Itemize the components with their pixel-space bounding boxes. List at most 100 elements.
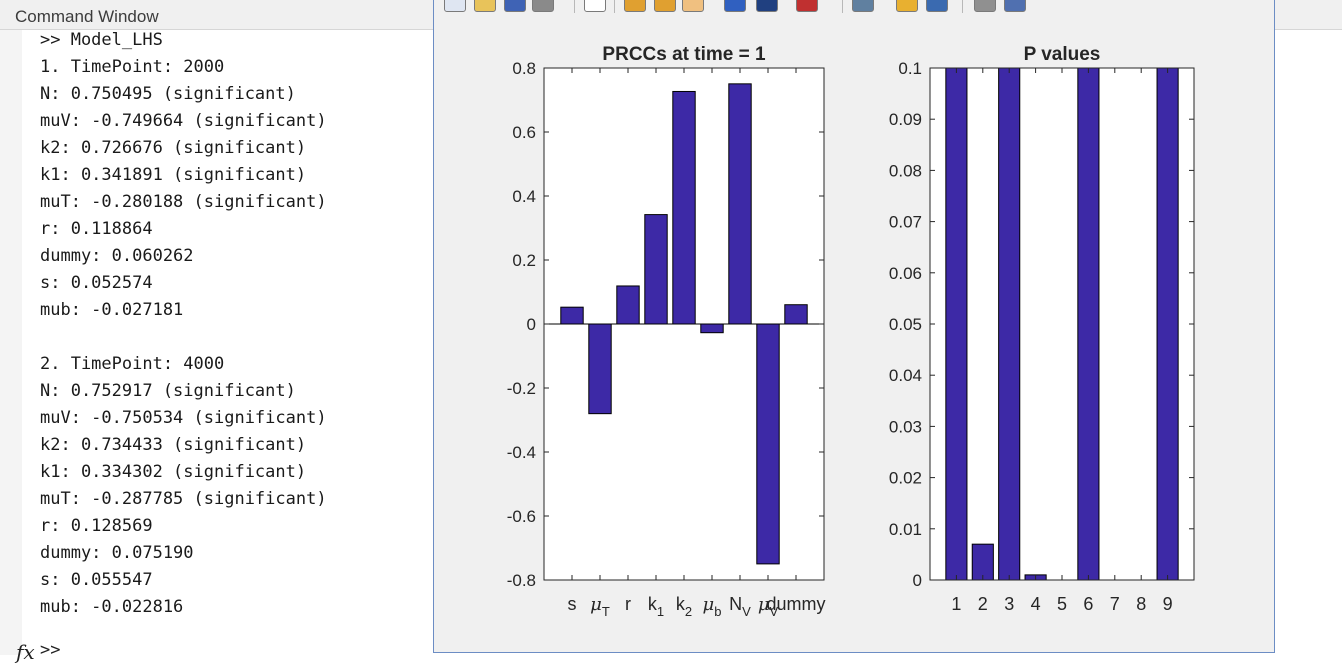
y-tick-label: 0.09: [889, 110, 922, 129]
zoom-in-icon[interactable]: [624, 0, 646, 12]
command-output-line: mub: -0.022816: [40, 597, 184, 617]
bar: [644, 214, 668, 325]
command-output-line: >> Model_LHS: [40, 30, 163, 50]
chart-title: PRCCs at time = 1: [602, 44, 766, 65]
y-tick-label: 0.07: [889, 213, 922, 232]
x-tick-label: r: [625, 594, 631, 614]
figure-window: -0.8 -0.6 -0.4 -0.2 0 0.2 0.4 0.6 0.8 s μT r k1 k2 μb N…: [433, 0, 1275, 653]
x-tick-label: μb: [703, 594, 722, 619]
x-tick-label: 6: [1083, 594, 1093, 614]
bar: [756, 323, 780, 565]
x-tick-label: 4: [1031, 594, 1041, 614]
bar: [588, 323, 612, 415]
bar: [1077, 67, 1100, 581]
y-tick-label: 0.06: [889, 264, 922, 283]
bar: [700, 323, 724, 334]
figure-canvas: -0.8 -0.6 -0.4 -0.2 0 0.2 0.4 0.6 0.8 s μT r k1 k2 μb N…: [507, 44, 1195, 619]
zoom-out-icon[interactable]: [654, 0, 676, 12]
pan-icon[interactable]: [682, 0, 704, 12]
x-tick-label: s: [568, 594, 577, 614]
bar: [971, 543, 994, 581]
command-window-title: Command Window: [15, 7, 159, 26]
x-tick-label: μV: [758, 594, 779, 619]
function-browser-icon[interactable]: fx: [16, 640, 35, 664]
y-tick-label: 0.02: [889, 469, 922, 488]
command-output-line: s: 0.055547: [40, 570, 153, 590]
command-output-line: dummy: 0.060262: [40, 246, 194, 266]
command-output-line: 2. TimePoint: 4000: [40, 354, 225, 374]
toolbar-separator: [842, 0, 843, 13]
y-tick-label: 0.08: [889, 161, 922, 180]
command-prompt[interactable]: >>: [40, 640, 61, 660]
y-tick-label: -0.2: [507, 379, 536, 398]
command-output-line: r: 0.128569: [40, 516, 153, 536]
toolbar-separator: [962, 0, 963, 13]
pvalue-chart: 0 0.01 0.02 0.03 0.04 0.05 0.06 0.07 0.08 0.09 0.1…: [889, 44, 1195, 614]
link-icon[interactable]: [852, 0, 874, 12]
x-tick-label: k2: [676, 594, 692, 619]
command-output-line: s: 0.052574: [40, 273, 153, 293]
x-tick-label: 9: [1163, 594, 1173, 614]
y-tick-label: 0.6: [512, 123, 536, 142]
y-tick-label: -0.8: [507, 571, 536, 590]
x-tick-label: 8: [1136, 594, 1146, 614]
show-plot-tools-icon[interactable]: [1004, 0, 1026, 12]
bar: [945, 67, 968, 581]
command-output-line: N: 0.750495 (significant): [40, 84, 296, 104]
hide-plot-tools-icon[interactable]: [974, 0, 996, 12]
x-tick-label: k1: [648, 594, 664, 619]
x-tick-label: 2: [978, 594, 988, 614]
command-output-line: dummy: 0.075190: [40, 543, 194, 563]
save-icon[interactable]: [504, 0, 526, 12]
figure-toolbar: [434, 0, 1274, 14]
pointer-icon[interactable]: [584, 0, 606, 12]
y-tick-label: 0.2: [512, 251, 536, 270]
command-output-line: muT: -0.280188 (significant): [40, 192, 327, 212]
command-output-line: k1: 0.334302 (significant): [40, 462, 307, 482]
bar: [998, 67, 1021, 581]
bar: [616, 285, 640, 325]
brush-icon[interactable]: [796, 0, 818, 12]
command-output-line: r: 0.118864: [40, 219, 153, 239]
toolbar-separator: [574, 0, 575, 13]
y-tick-label: 0: [913, 571, 922, 590]
toolbar-separator: [614, 0, 615, 13]
command-window-output[interactable]: >> Model_LHS 1. TimePoint: 2000 N: 0.75049…: [40, 27, 440, 621]
command-output-line: k1: 0.341891 (significant): [40, 165, 307, 185]
x-tick-label: NV: [729, 594, 751, 619]
x-tick-label: 5: [1057, 594, 1067, 614]
command-output-line: N: 0.752917 (significant): [40, 381, 296, 401]
y-tick-label: 0.8: [512, 59, 536, 78]
command-output-line: mub: -0.027181: [40, 300, 184, 320]
command-output-line: k2: 0.726676 (significant): [40, 138, 307, 158]
y-tick-label: 0.1: [898, 59, 922, 78]
bar: [728, 83, 752, 325]
bar: [672, 90, 696, 325]
y-tick-label: 0.05: [889, 315, 922, 334]
x-tick-label: μT: [590, 594, 610, 619]
rotate-icon[interactable]: [724, 0, 746, 12]
y-tick-label: -0.4: [507, 443, 536, 462]
y-tick-label: 0.04: [889, 366, 922, 385]
command-output-line: muV: -0.749664 (significant): [40, 111, 327, 131]
y-tick-label: 0.01: [889, 520, 922, 539]
command-output-line: k2: 0.734433 (significant): [40, 435, 307, 455]
new-figure-icon[interactable]: [444, 0, 466, 12]
x-tick-label: dummy: [766, 594, 825, 614]
x-tick-label: 3: [1004, 594, 1014, 614]
prcc-chart: -0.8 -0.6 -0.4 -0.2 0 0.2 0.4 0.6 0.8 s μT r k1 k2 μb N…: [507, 44, 826, 619]
data-cursor-icon[interactable]: [756, 0, 778, 12]
bar: [560, 306, 584, 325]
command-window-gutter: [0, 30, 22, 655]
bar: [784, 304, 808, 325]
command-output-line: muT: -0.287785 (significant): [40, 489, 327, 509]
chart-title: P values: [1024, 44, 1101, 65]
command-output-line: muV: -0.750534 (significant): [40, 408, 327, 428]
legend-icon[interactable]: [926, 0, 948, 12]
command-output-line: 1. TimePoint: 2000: [40, 57, 225, 77]
plot-area: [930, 68, 1194, 580]
print-icon[interactable]: [532, 0, 554, 12]
y-tick-label: 0.03: [889, 417, 922, 436]
open-icon[interactable]: [474, 0, 496, 12]
colorbar-icon[interactable]: [896, 0, 918, 12]
